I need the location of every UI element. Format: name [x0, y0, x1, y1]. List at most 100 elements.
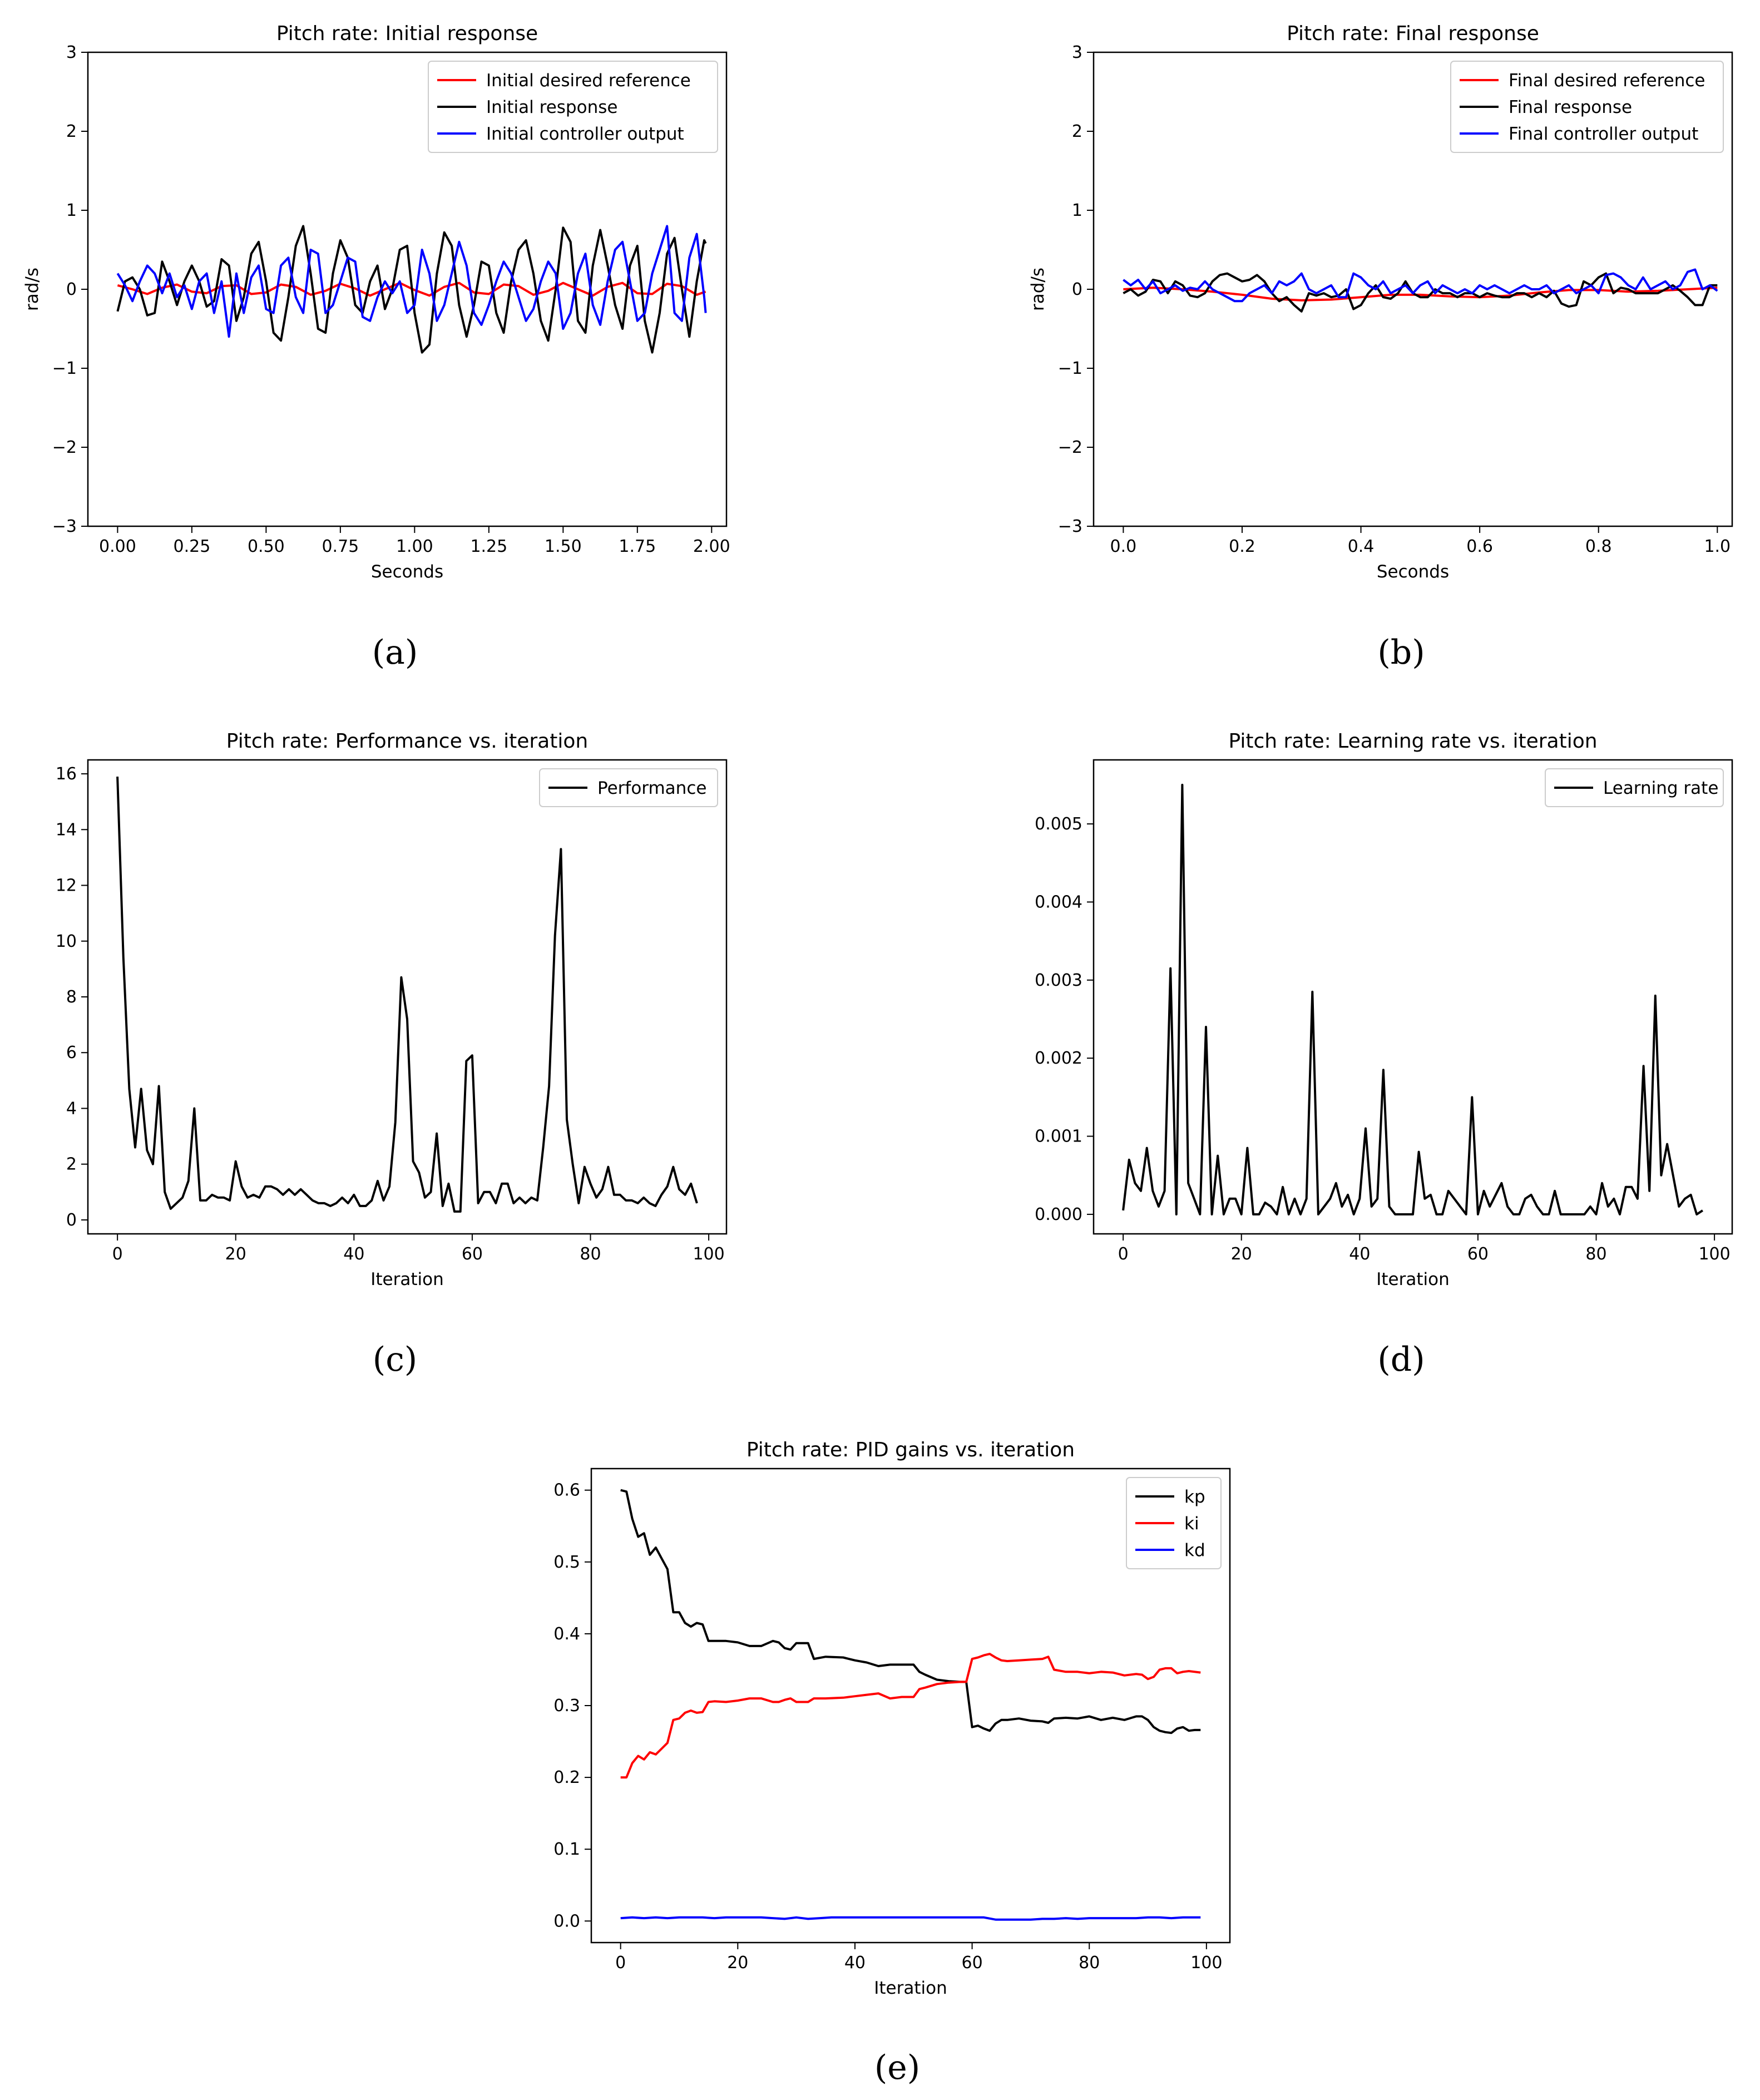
caption-e: (e) [874, 2048, 920, 2087]
legend-box [1545, 768, 1724, 807]
chart-title: Pitch rate: PID gains vs. iteration [746, 1439, 1075, 1461]
chart-e: 0 20 40 60 80 100 0.0 0.1 0.2 0.3 0.4 0.5 0.6 Pitch r… [553, 1439, 1231, 1998]
x-tick-label: 0.0 [1110, 537, 1137, 556]
x-tick-label: 40 [1349, 1244, 1370, 1264]
x-axis-label: Iteration [370, 1269, 444, 1289]
x-tick-label: 40 [844, 1953, 866, 1973]
x-tick-label: 60 [1467, 1244, 1489, 1264]
legend-label: Initial response [486, 97, 617, 117]
caption-d: (d) [1377, 1340, 1425, 1379]
y-tick-label: 2 [1072, 122, 1082, 141]
x-tick-label: 1.25 [470, 537, 507, 556]
x-tick-label: 0 [1118, 1244, 1129, 1264]
legend-label: Final controller output [1509, 124, 1698, 144]
x-tick-label: 80 [1585, 1244, 1606, 1264]
x-tick-label: 0.8 [1585, 537, 1612, 556]
chart-title: Pitch rate: Final response [1287, 22, 1539, 45]
x-tick-label: 1.0 [1704, 537, 1731, 556]
chart-title: Pitch rate: Learning rate vs. iteration [1228, 730, 1597, 753]
x-tick-label: 60 [961, 1953, 982, 1973]
y-tick-label: −1 [52, 359, 77, 378]
x-tick-label: 0.75 [322, 537, 359, 556]
legend-label: kd [1184, 1540, 1205, 1560]
y-tick-label: 1 [66, 201, 77, 220]
y-tick-label: −2 [1058, 438, 1082, 457]
x-tick-label: 60 [462, 1244, 483, 1264]
y-tick-label: 12 [56, 876, 77, 896]
series-line-ki [620, 1653, 1201, 1779]
y-tick-label: 0.002 [1035, 1049, 1082, 1068]
x-tick-label: 0.4 [1348, 537, 1375, 556]
x-tick-label: 2.00 [693, 537, 730, 556]
series-line-kp [620, 1489, 1201, 1735]
series-line-performance [116, 777, 698, 1213]
y-tick-label: 0.6 [553, 1481, 580, 1500]
series-line-kd [620, 1916, 1201, 1921]
legend-label: Learning rate [1603, 778, 1718, 798]
y-tick-label: 0.005 [1035, 814, 1082, 834]
y-tick-label: 4 [66, 1099, 77, 1118]
legend: Initial desired reference Initial respons… [428, 61, 718, 153]
caption-c: (c) [373, 1340, 417, 1379]
x-tick-label: 20 [727, 1953, 748, 1973]
x-axis-label: Seconds [371, 562, 443, 582]
y-tick-label: −3 [1058, 517, 1082, 536]
x-tick-label: 0.6 [1466, 537, 1493, 556]
y-tick-label: 0.1 [553, 1840, 580, 1859]
x-tick-label: 80 [580, 1244, 601, 1264]
y-tick-label: 6 [66, 1043, 77, 1063]
x-tick-label: 20 [225, 1244, 246, 1264]
x-tick-label: 100 [693, 1244, 724, 1264]
legend: Final desired reference Final response Fin… [1450, 61, 1724, 153]
series-line-final-response [1123, 272, 1718, 313]
y-tick-label: 0.5 [553, 1553, 580, 1572]
y-tick-label: 0 [66, 280, 77, 299]
x-tick-label: 0 [615, 1953, 626, 1973]
y-tick-label: −2 [52, 438, 77, 457]
x-tick-label: 1.75 [619, 537, 656, 556]
y-tick-label: 0.0 [553, 1911, 580, 1931]
x-tick-label: 100 [1190, 1953, 1222, 1973]
x-axis-label: Seconds [1377, 562, 1449, 582]
caption-b: (b) [1377, 633, 1425, 672]
legend-box [539, 768, 718, 807]
y-tick-label: 1 [1072, 201, 1082, 220]
y-tick-label: −1 [1058, 359, 1082, 378]
y-tick-label: 0.3 [553, 1696, 580, 1716]
y-tick-label: 0.001 [1035, 1127, 1082, 1147]
series-line-learning-rate [1122, 783, 1703, 1215]
x-tick-label: 100 [1698, 1244, 1730, 1264]
x-tick-label: 80 [1079, 1953, 1100, 1973]
legend-label: Final response [1509, 97, 1632, 117]
y-tick-label: 16 [56, 764, 77, 784]
y-axis-label: rad/s [1028, 268, 1048, 311]
chart-b: 0.0 0.2 0.4 0.6 0.8 1.0 −3 −2 −1 0 1 2 3 Pitch rate: … [1028, 22, 1733, 582]
legend: Learning rate [1545, 768, 1724, 807]
legend-label: Initial controller output [486, 124, 684, 144]
series-line-initial-response [116, 225, 707, 354]
y-tick-label: 2 [66, 122, 77, 141]
legend-label: kp [1184, 1487, 1205, 1507]
chart-title: Pitch rate: Performance vs. iteration [226, 730, 588, 753]
x-tick-label: 0.00 [99, 537, 136, 556]
y-tick-label: 0.4 [553, 1624, 580, 1644]
legend-label: Final desired reference [1509, 71, 1705, 91]
y-tick-label: 8 [66, 987, 77, 1007]
x-axis-label: Iteration [1376, 1269, 1450, 1289]
x-tick-label: 0 [112, 1244, 123, 1264]
chart-c: 0 20 40 60 80 100 0 2 4 6 8 10 12 14 16 Pitch rate: Per… [56, 730, 728, 1289]
chart-d: 0 20 40 60 80 100 0.000 0.001 0.002 0.003 0.004 0.0… [1035, 730, 1733, 1289]
y-tick-label: 0 [1072, 280, 1082, 299]
legend-label: Performance [597, 778, 706, 798]
x-tick-label: 1.50 [545, 537, 582, 556]
caption-a: (a) [372, 633, 418, 672]
legend-label: ki [1184, 1514, 1199, 1534]
series-line-initial-controller-output [116, 225, 707, 338]
x-axis-label: Iteration [874, 1978, 947, 1998]
chart-a: 0.00 0.25 0.50 0.75 1.00 1.25 1.50 1.75 2.00 −3 −2… [22, 22, 730, 582]
y-tick-label: 3 [66, 43, 77, 62]
legend-box [1450, 61, 1724, 153]
x-tick-label: 1.00 [396, 537, 433, 556]
y-tick-label: 0.003 [1035, 971, 1082, 990]
